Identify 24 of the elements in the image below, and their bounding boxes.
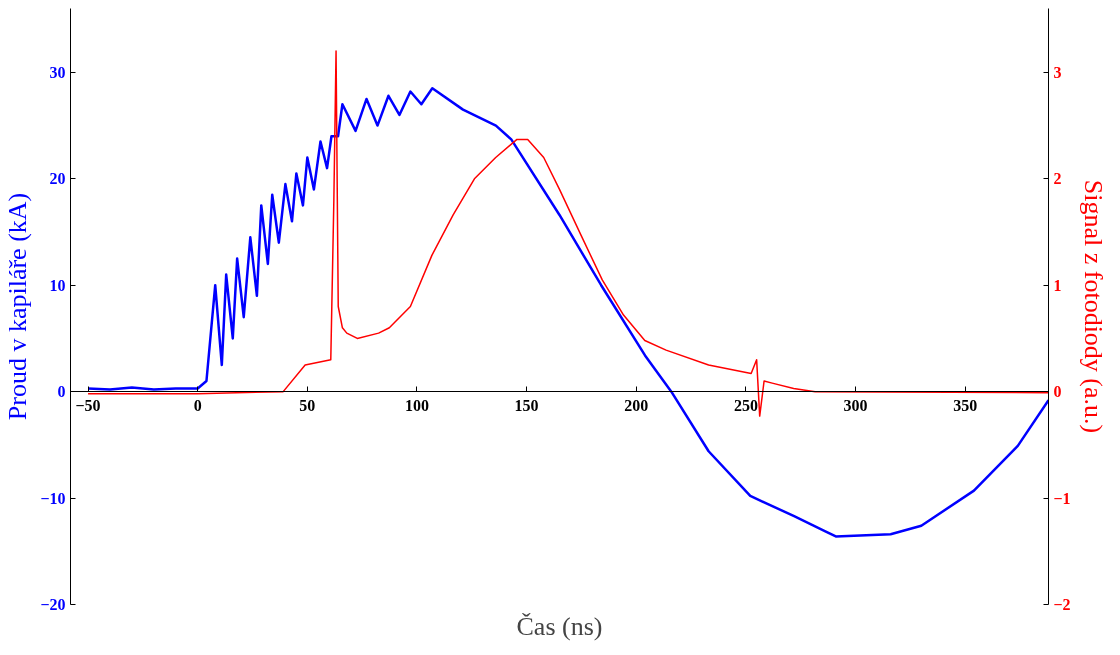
x-tick-label: 150 — [514, 396, 539, 414]
y2-tick-label: 2 — [1053, 170, 1062, 188]
x-tick-label: 50 — [299, 396, 316, 414]
y-tick-label: −10 — [40, 489, 66, 507]
y2-tick-label: 1 — [1053, 276, 1062, 294]
y-tick-label: −20 — [40, 596, 66, 613]
y2-axis-title: Signal z fotodiody (a.u.) — [1078, 179, 1108, 434]
y-tick-label: 0 — [57, 383, 66, 401]
x-tick-label: −50 — [75, 396, 101, 414]
y2-tick-label: 3 — [1053, 63, 1062, 81]
y-tick-label: 10 — [49, 276, 66, 294]
x-tick-label: 250 — [733, 396, 758, 414]
x-tick-label: 300 — [843, 396, 868, 414]
x-tick-label: 100 — [404, 396, 429, 414]
y-tick-label: 20 — [49, 170, 66, 188]
y2-tick-label: −1 — [1053, 489, 1071, 507]
x-tick-label: 350 — [953, 396, 978, 414]
y2-tick-label: −2 — [1053, 596, 1071, 613]
y2-tick-label: 0 — [1053, 383, 1062, 401]
y-tick-label: 30 — [49, 63, 66, 81]
y-axis-title: Proud v kapiláře (kA) — [3, 192, 33, 421]
x-tick-label: 0 — [193, 396, 202, 414]
x-axis-title: Čas (ns) — [516, 611, 603, 641]
x-tick-label: 200 — [624, 396, 649, 414]
